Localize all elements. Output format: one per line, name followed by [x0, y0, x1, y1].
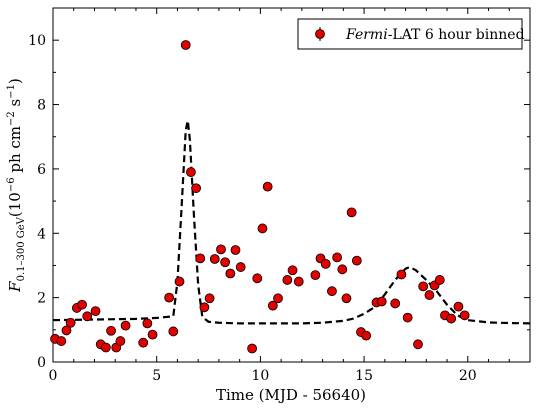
x-tick-label: 10: [251, 368, 269, 384]
data-point: [262, 181, 273, 192]
y-tick-label: 4: [37, 226, 46, 242]
plot-frame: [52, 7, 531, 363]
data-point: [247, 343, 258, 354]
y-tick-label: 10: [28, 33, 46, 49]
data-point: [56, 336, 67, 346]
y-axis: 0 2 4 6 8 10: [28, 33, 530, 371]
data-point: [180, 40, 191, 50]
x-tick-label: 20: [459, 368, 477, 384]
data-point: [413, 339, 423, 350]
data-point: [65, 317, 76, 328]
legend-label: Fermi-LAT 6 hour binned: [345, 27, 525, 43]
data-point: [273, 293, 283, 304]
x-tick-label: 0: [49, 368, 58, 384]
data-point: [293, 276, 304, 287]
data-point: [351, 255, 362, 266]
data-point: [235, 262, 246, 272]
x-axis-label: Time (MJD - 56640): [216, 386, 366, 404]
y-tick-label: 6: [37, 162, 46, 178]
data-point: [220, 257, 231, 268]
data-point: [82, 311, 93, 322]
data-point: [459, 310, 470, 321]
data-point: [327, 286, 337, 297]
data-point: [390, 298, 401, 309]
data-point: [267, 300, 278, 311]
data-point: [424, 290, 435, 300]
data-point: [418, 281, 429, 292]
y-tick-label: 0: [37, 355, 46, 371]
model-series: [52, 120, 531, 325]
data-point: [77, 299, 87, 310]
legend: Fermi-LAT 6 hour binned: [297, 18, 525, 50]
data-point: [252, 273, 263, 284]
data-point: [195, 253, 206, 264]
data-point: [142, 318, 153, 329]
data-point: [257, 223, 268, 234]
data-point: [332, 252, 343, 263]
data-point: [90, 306, 101, 317]
data-point: [186, 167, 196, 178]
x-tick-label: 5: [152, 368, 161, 384]
data-point: [361, 330, 372, 341]
data-point: [376, 296, 387, 307]
data-point: [216, 244, 226, 255]
data-point: [230, 245, 241, 255]
y-tick-label: 2: [37, 291, 46, 307]
data-point: [434, 275, 445, 285]
data-point: [164, 292, 175, 303]
data-point: [204, 293, 215, 304]
data-point: [346, 207, 357, 218]
data-point: [115, 336, 126, 346]
data-point: [147, 329, 158, 340]
data-point: [106, 325, 116, 336]
data-point: [174, 276, 185, 287]
x-axis: 0 5 10 15 20: [49, 8, 531, 384]
data-point: [282, 275, 293, 285]
data-point: [287, 265, 298, 276]
data-point: [199, 302, 210, 313]
x-tick-label: 15: [355, 368, 373, 384]
data-point: [337, 264, 348, 275]
data-point: [310, 270, 321, 281]
data-point: [341, 293, 352, 304]
legend-marker: [315, 29, 325, 39]
legend-box: [297, 18, 523, 50]
data-point: [446, 313, 457, 324]
data-point: [61, 325, 72, 336]
data-series: [50, 40, 470, 354]
data-point: [396, 269, 407, 280]
data-point: [225, 268, 236, 279]
data-point: [209, 254, 220, 264]
y-tick-label: 8: [37, 98, 46, 114]
data-point: [320, 258, 331, 269]
data-point: [138, 337, 149, 348]
y-axis-label: F0.1–300 GeV(10−6 ph cm−2 s−1): [6, 78, 27, 293]
data-point: [168, 326, 179, 337]
data-point: [453, 301, 464, 312]
data-point: [120, 320, 131, 331]
data-point: [402, 312, 413, 323]
data-point: [100, 342, 111, 353]
data-point: [191, 183, 202, 194]
model-line: [52, 120, 531, 325]
